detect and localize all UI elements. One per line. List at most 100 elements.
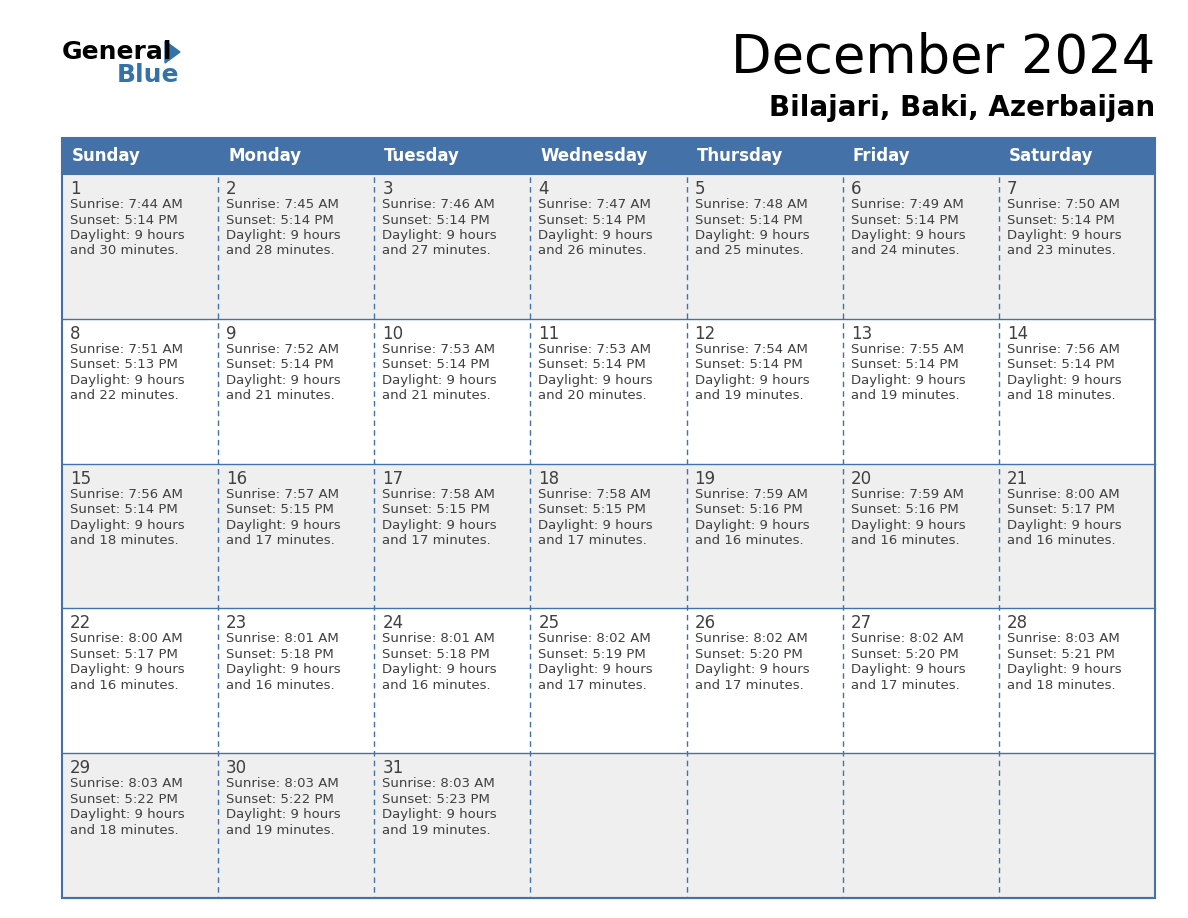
Text: and 22 minutes.: and 22 minutes. [70,389,178,402]
Text: 11: 11 [538,325,560,342]
Text: Daylight: 9 hours: Daylight: 9 hours [1007,374,1121,386]
Text: Sunset: 5:15 PM: Sunset: 5:15 PM [226,503,334,516]
Text: Sunset: 5:15 PM: Sunset: 5:15 PM [538,503,646,516]
Text: and 24 minutes.: and 24 minutes. [851,244,960,258]
Text: Wednesday: Wednesday [541,147,647,165]
Text: 13: 13 [851,325,872,342]
Text: Daylight: 9 hours: Daylight: 9 hours [383,808,497,822]
Text: Sunset: 5:14 PM: Sunset: 5:14 PM [383,358,489,371]
Text: Daylight: 9 hours: Daylight: 9 hours [383,519,497,532]
Text: Sunrise: 7:58 AM: Sunrise: 7:58 AM [538,487,651,500]
Text: Sunrise: 8:01 AM: Sunrise: 8:01 AM [383,633,495,645]
Text: 9: 9 [226,325,236,342]
Bar [62,319,1155,464]
Text: and 16 minutes.: and 16 minutes. [695,534,803,547]
Text: and 17 minutes.: and 17 minutes. [538,534,647,547]
Text: Daylight: 9 hours: Daylight: 9 hours [538,229,653,242]
Text: Daylight: 9 hours: Daylight: 9 hours [70,374,184,386]
Text: Daylight: 9 hours: Daylight: 9 hours [1007,229,1121,242]
Text: Sunrise: 8:03 AM: Sunrise: 8:03 AM [70,778,183,790]
Text: and 26 minutes.: and 26 minutes. [538,244,647,258]
Text: Daylight: 9 hours: Daylight: 9 hours [695,664,809,677]
Text: 4: 4 [538,180,549,198]
Text: Sunset: 5:14 PM: Sunset: 5:14 PM [538,214,646,227]
Text: Daylight: 9 hours: Daylight: 9 hours [383,664,497,677]
Text: Sunset: 5:14 PM: Sunset: 5:14 PM [226,358,334,371]
Text: 23: 23 [226,614,247,633]
Text: 6: 6 [851,180,861,198]
Text: Friday: Friday [853,147,910,165]
Text: Sunrise: 7:55 AM: Sunrise: 7:55 AM [851,342,963,356]
Text: Sunrise: 7:48 AM: Sunrise: 7:48 AM [695,198,808,211]
Text: Sunrise: 8:02 AM: Sunrise: 8:02 AM [851,633,963,645]
Text: and 16 minutes.: and 16 minutes. [226,679,335,692]
Text: and 19 minutes.: and 19 minutes. [695,389,803,402]
Text: Sunrise: 8:03 AM: Sunrise: 8:03 AM [1007,633,1119,645]
Text: Daylight: 9 hours: Daylight: 9 hours [851,664,966,677]
Text: Sunset: 5:15 PM: Sunset: 5:15 PM [383,503,491,516]
Text: and 21 minutes.: and 21 minutes. [383,389,491,402]
Text: 10: 10 [383,325,404,342]
Text: Sunrise: 8:01 AM: Sunrise: 8:01 AM [226,633,339,645]
Text: Sunset: 5:14 PM: Sunset: 5:14 PM [851,358,959,371]
Text: Sunrise: 7:50 AM: Sunrise: 7:50 AM [1007,198,1120,211]
Text: 18: 18 [538,470,560,487]
Text: 20: 20 [851,470,872,487]
Text: 24: 24 [383,614,404,633]
Text: Daylight: 9 hours: Daylight: 9 hours [851,229,966,242]
Bar [62,138,1155,174]
Text: Sunrise: 7:53 AM: Sunrise: 7:53 AM [383,342,495,356]
Text: Daylight: 9 hours: Daylight: 9 hours [383,374,497,386]
Text: Sunset: 5:16 PM: Sunset: 5:16 PM [851,503,959,516]
Text: Sunrise: 7:59 AM: Sunrise: 7:59 AM [695,487,808,500]
Polygon shape [165,41,181,63]
Bar [62,609,1155,753]
Text: 1: 1 [70,180,81,198]
Text: 17: 17 [383,470,404,487]
Text: 2: 2 [226,180,236,198]
Text: 8: 8 [70,325,81,342]
Text: Daylight: 9 hours: Daylight: 9 hours [70,229,184,242]
Text: Daylight: 9 hours: Daylight: 9 hours [226,229,341,242]
Text: and 17 minutes.: and 17 minutes. [851,679,960,692]
Text: Daylight: 9 hours: Daylight: 9 hours [851,519,966,532]
Text: 15: 15 [70,470,91,487]
Text: Sunset: 5:16 PM: Sunset: 5:16 PM [695,503,802,516]
Text: Sunrise: 7:58 AM: Sunrise: 7:58 AM [383,487,495,500]
Text: 14: 14 [1007,325,1028,342]
Text: 31: 31 [383,759,404,778]
Text: Sunset: 5:21 PM: Sunset: 5:21 PM [1007,648,1114,661]
Text: Sunrise: 8:02 AM: Sunrise: 8:02 AM [695,633,808,645]
Text: Sunset: 5:17 PM: Sunset: 5:17 PM [1007,503,1114,516]
Text: Sunset: 5:14 PM: Sunset: 5:14 PM [226,214,334,227]
Text: 3: 3 [383,180,393,198]
Text: Tuesday: Tuesday [384,147,460,165]
Text: and 25 minutes.: and 25 minutes. [695,244,803,258]
Text: Daylight: 9 hours: Daylight: 9 hours [695,229,809,242]
Text: Sunset: 5:17 PM: Sunset: 5:17 PM [70,648,178,661]
Text: and 27 minutes.: and 27 minutes. [383,244,491,258]
Text: Daylight: 9 hours: Daylight: 9 hours [226,664,341,677]
Text: Sunrise: 7:57 AM: Sunrise: 7:57 AM [226,487,339,500]
Text: Thursday: Thursday [696,147,783,165]
Text: Sunset: 5:14 PM: Sunset: 5:14 PM [695,358,802,371]
Text: Sunset: 5:14 PM: Sunset: 5:14 PM [538,358,646,371]
Text: and 17 minutes.: and 17 minutes. [383,534,491,547]
Text: Sunrise: 8:02 AM: Sunrise: 8:02 AM [538,633,651,645]
Text: 5: 5 [695,180,704,198]
Text: Sunset: 5:18 PM: Sunset: 5:18 PM [383,648,489,661]
Text: Sunset: 5:18 PM: Sunset: 5:18 PM [226,648,334,661]
Text: and 17 minutes.: and 17 minutes. [226,534,335,547]
Text: Sunset: 5:14 PM: Sunset: 5:14 PM [1007,214,1114,227]
Text: Sunrise: 7:47 AM: Sunrise: 7:47 AM [538,198,651,211]
Text: Bilajari, Baki, Azerbaijan: Bilajari, Baki, Azerbaijan [769,94,1155,122]
Text: 28: 28 [1007,614,1028,633]
Text: and 18 minutes.: and 18 minutes. [1007,389,1116,402]
Text: and 18 minutes.: and 18 minutes. [70,534,178,547]
Text: and 19 minutes.: and 19 minutes. [226,823,335,836]
Text: 12: 12 [695,325,716,342]
Text: and 16 minutes.: and 16 minutes. [851,534,960,547]
Text: Daylight: 9 hours: Daylight: 9 hours [851,374,966,386]
Text: and 20 minutes.: and 20 minutes. [538,389,647,402]
Text: and 23 minutes.: and 23 minutes. [1007,244,1116,258]
